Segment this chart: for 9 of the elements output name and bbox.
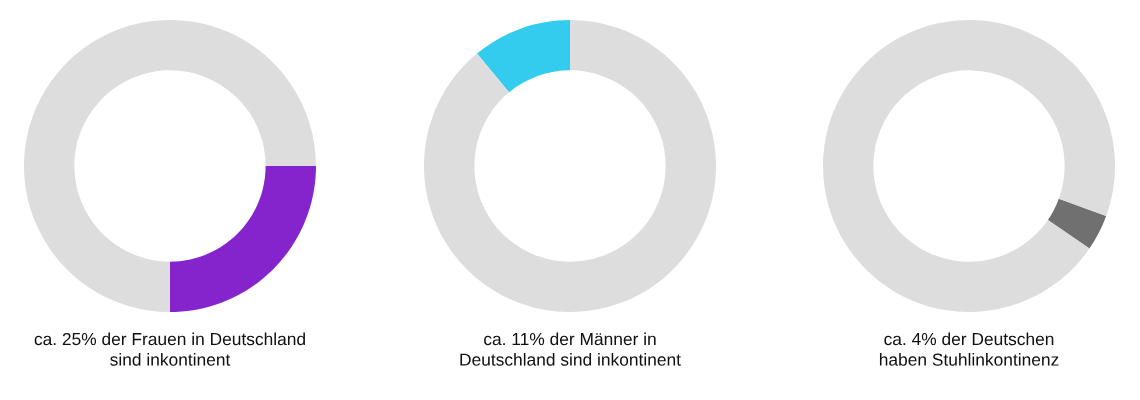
donut-slice (476, 20, 570, 93)
text: ca. 25% der Frauen in Deutschland sind inkontinent (34, 332, 305, 366)
text: ca. 11% der Männer in Deutschland sind inkontinent (460, 332, 681, 366)
donut-slice (1047, 198, 1107, 249)
text: ca. 4% der Deutschen haben Stuhlinkontinenz (879, 332, 1059, 366)
donut-slice (24, 20, 316, 312)
donut-slice (170, 166, 316, 312)
donut-slice (424, 20, 716, 312)
donut-slice (823, 20, 1115, 312)
